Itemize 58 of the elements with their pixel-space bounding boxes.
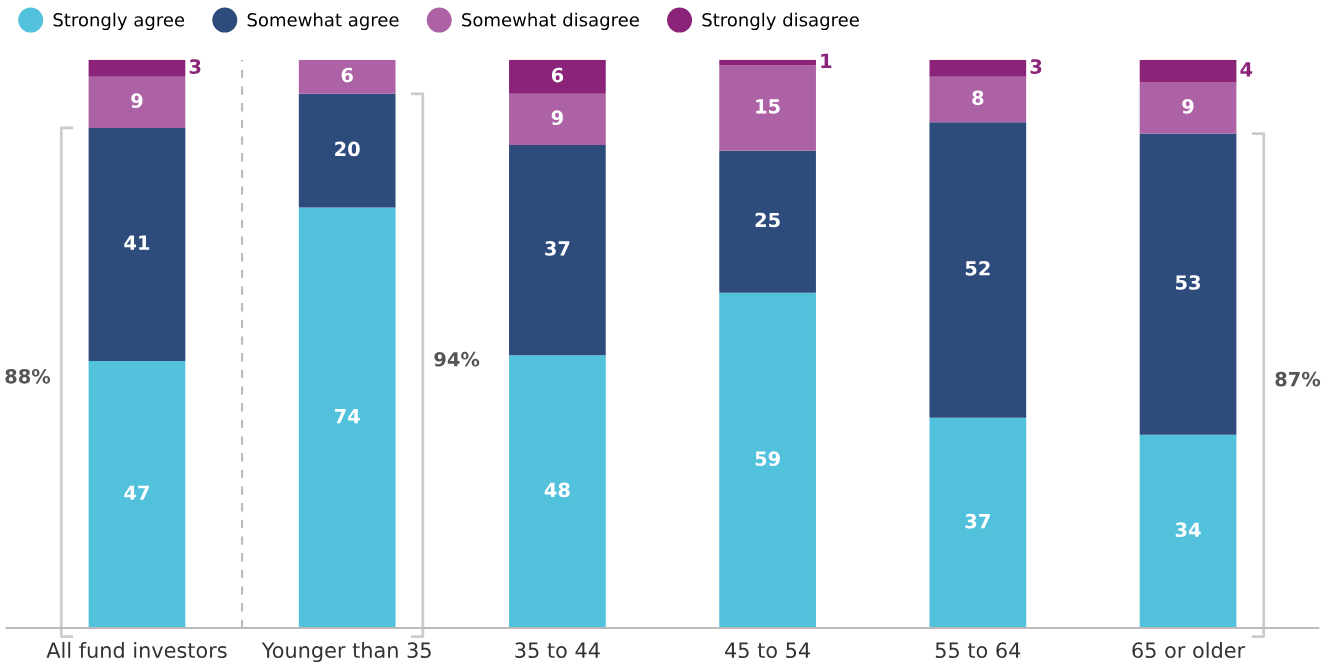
bar [1139, 82, 1237, 134]
x-tick-label: All fund investors [46, 641, 227, 659]
x-tick-label: 55 to 64 [935, 642, 1021, 659]
data-label: 20 [335, 141, 360, 157]
bar [88, 127, 186, 361]
data-label: 8 [972, 90, 984, 106]
data-label: 4 [1240, 62, 1253, 77]
bar [1139, 59, 1237, 83]
data-label: 6 [341, 67, 353, 83]
bar [929, 76, 1027, 123]
data-label: 37 [545, 241, 570, 256]
annotation: 94% [434, 351, 480, 367]
data-label: 41 [124, 235, 150, 250]
x-tick-label: 65 or older [1132, 641, 1246, 659]
bar [88, 360, 186, 629]
bar [88, 59, 186, 77]
data-label: 6 [551, 67, 564, 83]
bar [509, 355, 606, 629]
data-label: 9 [131, 93, 143, 108]
bar [719, 292, 816, 629]
legend-label: Somewhat agree [247, 12, 399, 31]
bar [929, 59, 1027, 77]
data-label: 34 [1175, 522, 1201, 538]
data-label: 3 [189, 59, 201, 74]
bar [719, 150, 816, 293]
annotation: 88% [5, 368, 51, 384]
bar [1139, 434, 1237, 629]
data-label: 3 [1030, 59, 1042, 74]
data-label: 47 [124, 485, 149, 500]
x-tick-label: Younger than 35 [261, 641, 431, 663]
data-label: 37 [965, 513, 990, 529]
x-tick-label: 35 to 44 [515, 642, 600, 659]
bar [298, 207, 396, 629]
data-label: 9 [1182, 98, 1194, 114]
data-label: 74 [334, 408, 360, 424]
data-label: 1 [821, 53, 832, 68]
data-label: 59 [755, 451, 780, 467]
bar [929, 417, 1027, 629]
bar [929, 122, 1027, 418]
bar [509, 144, 606, 356]
data-label: 9 [551, 110, 563, 126]
data-label: 15 [756, 99, 780, 114]
data-label: 48 [544, 482, 570, 498]
bar [298, 59, 396, 94]
bar [719, 65, 816, 151]
bar [509, 93, 606, 145]
data-label: 25 [755, 212, 780, 228]
legend-label: Somewhat disagree [462, 12, 639, 31]
bar [298, 93, 396, 208]
legend-label: Strongly agree [53, 12, 185, 31]
annotation: 87% [1275, 371, 1321, 387]
x-tick-label: 45 to 54 [725, 642, 811, 659]
data-label: 52 [965, 260, 990, 276]
bar [1139, 133, 1237, 435]
bar [509, 59, 606, 94]
legend-label: Strongly disagree [702, 12, 859, 31]
bar [88, 76, 186, 128]
data-label: 53 [1176, 275, 1201, 290]
